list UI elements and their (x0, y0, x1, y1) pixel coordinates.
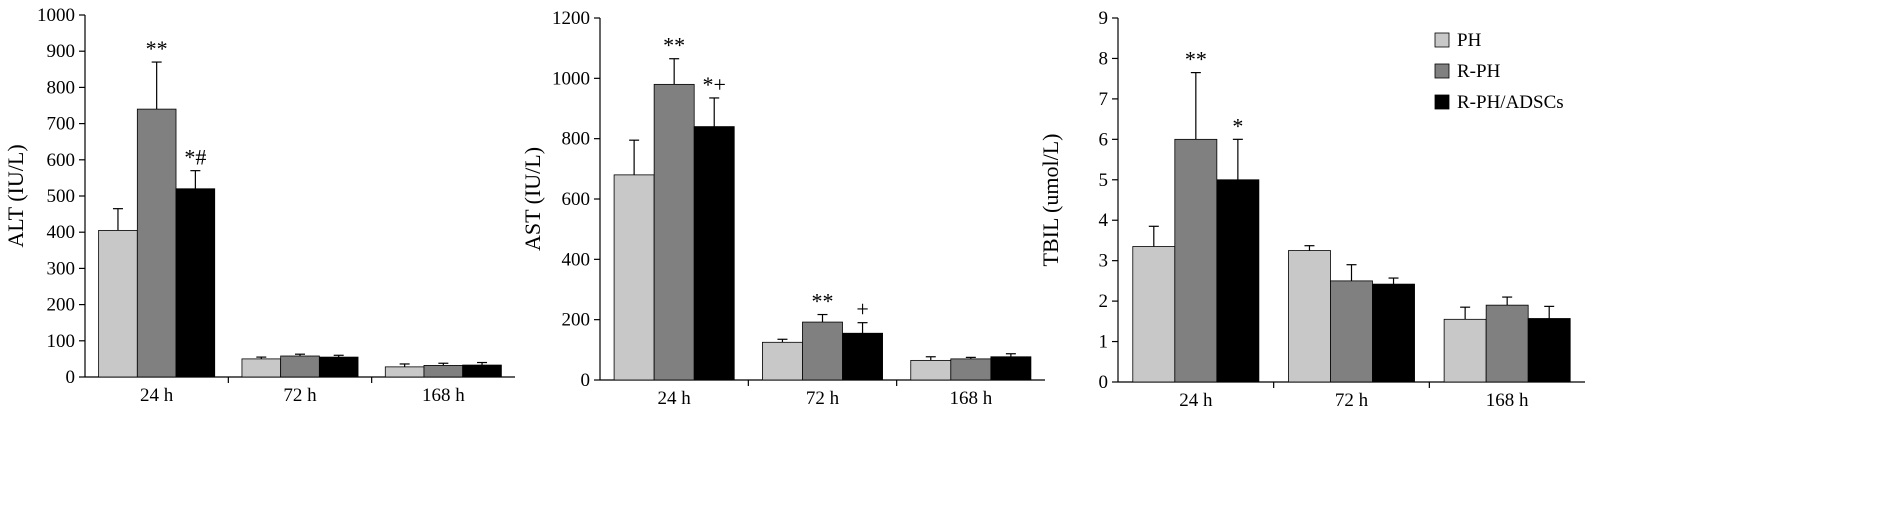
bar (1485, 304, 1529, 383)
y-tick-label: 800 (47, 77, 76, 98)
bar (653, 83, 695, 381)
annotation: ** (1185, 47, 1207, 72)
y-tick-label: 7 (1099, 89, 1109, 110)
annotation: ** (812, 289, 834, 314)
annotation: ** (663, 33, 685, 58)
y-tick-label: 0 (581, 370, 591, 391)
x-tick-label: 24 h (658, 388, 692, 409)
bar (318, 356, 359, 378)
y-axis-label: ALT (IU/L) (3, 144, 28, 247)
x-tick-label: 72 h (283, 385, 317, 406)
y-tick-label: 0 (1099, 372, 1109, 393)
annotation: + (856, 297, 868, 322)
y-tick-label: 900 (47, 41, 76, 62)
y-tick-label: 400 (47, 222, 76, 243)
bar (1527, 318, 1571, 383)
y-tick-label: 3 (1099, 251, 1109, 272)
legend-label: PH (1457, 30, 1482, 51)
bar (1216, 179, 1260, 383)
bar (1132, 246, 1176, 383)
bar (241, 358, 282, 378)
x-tick-label: 72 h (806, 388, 840, 409)
y-tick-label: 200 (562, 310, 591, 331)
bar (280, 355, 320, 378)
bar (136, 108, 177, 378)
y-axis-label: AST (IU/L) (520, 147, 545, 251)
annotation: *+ (703, 72, 726, 97)
bar (762, 341, 803, 381)
bar (175, 188, 216, 378)
x-tick-label: 168 h (949, 388, 992, 409)
x-tick-label: 24 h (140, 385, 174, 406)
legend-swatch (1434, 32, 1450, 48)
y-tick-label: 400 (562, 249, 591, 270)
legend-label: R-PH/ADSCs (1457, 92, 1564, 113)
y-tick-label: 0 (66, 367, 76, 388)
bar (1288, 250, 1331, 383)
bar (693, 126, 735, 381)
y-tick-label: 1000 (552, 68, 590, 89)
bar (1372, 283, 1415, 383)
y-tick-label: 100 (47, 331, 76, 352)
x-tick-label: 168 h (422, 385, 465, 406)
bar (423, 365, 464, 378)
y-tick-label: 1000 (37, 5, 75, 26)
bar (1330, 280, 1373, 383)
y-tick-label: 500 (47, 186, 76, 207)
y-tick-label: 600 (562, 189, 591, 210)
y-tick-label: 2 (1099, 291, 1109, 312)
x-tick-label: 168 h (1486, 390, 1529, 411)
annotation: *# (184, 145, 206, 170)
x-tick-label: 24 h (1179, 390, 1213, 411)
legend-swatch (1434, 63, 1450, 79)
legend-swatch (1434, 94, 1450, 110)
bar (1174, 138, 1218, 383)
y-axis-label: TBIL (umol/L) (1038, 134, 1063, 267)
x-tick-label: 72 h (1335, 390, 1369, 411)
y-tick-label: 8 (1099, 48, 1109, 69)
annotation: ** (146, 36, 168, 61)
bar (910, 359, 952, 381)
legend-label: R-PH (1457, 61, 1501, 82)
bar (384, 366, 425, 378)
y-tick-label: 5 (1099, 170, 1109, 191)
y-tick-label: 300 (47, 258, 76, 279)
y-tick-label: 600 (47, 150, 76, 171)
y-tick-label: 700 (47, 114, 76, 135)
annotation: * (1232, 113, 1243, 138)
bar (990, 356, 1032, 381)
bar (950, 358, 992, 381)
bar (462, 364, 502, 378)
bar (842, 332, 883, 381)
bar (802, 321, 843, 381)
y-tick-label: 4 (1099, 210, 1109, 231)
y-tick-label: 6 (1099, 129, 1109, 150)
y-tick-label: 1200 (552, 8, 590, 29)
y-tick-label: 800 (562, 129, 591, 150)
y-tick-label: 1 (1099, 332, 1109, 353)
y-tick-label: 9 (1099, 8, 1109, 29)
y-tick-label: 200 (47, 295, 76, 316)
bar (1443, 318, 1487, 383)
bar (613, 174, 655, 381)
bar (98, 229, 138, 378)
